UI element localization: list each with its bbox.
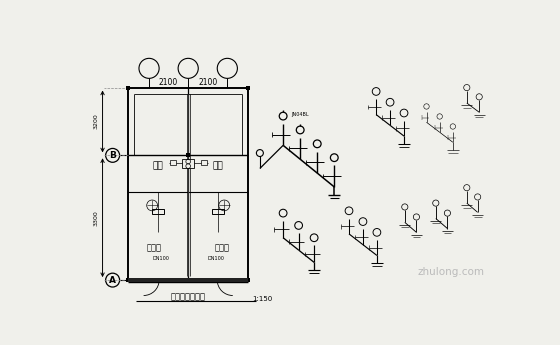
Bar (128, 278, 248, 283)
Text: 3300: 3300 (94, 210, 99, 226)
Bar (126, 278, 130, 282)
Bar (246, 278, 250, 282)
Circle shape (433, 200, 439, 206)
Circle shape (402, 204, 408, 210)
Bar (152, 209, 164, 214)
Circle shape (464, 185, 470, 191)
Text: DN100: DN100 (152, 256, 169, 261)
Circle shape (400, 109, 408, 117)
Circle shape (373, 228, 381, 236)
Text: A: A (109, 276, 116, 285)
Circle shape (386, 98, 394, 106)
Bar (182, 159, 194, 168)
Circle shape (476, 94, 482, 100)
Text: 厉房: 厉房 (153, 161, 164, 170)
Circle shape (359, 218, 367, 225)
Text: DN100: DN100 (207, 256, 224, 261)
Circle shape (330, 154, 338, 161)
Circle shape (437, 114, 442, 119)
Text: zhulong.com: zhulong.com (418, 267, 485, 277)
Text: 厉房卫生间详图: 厉房卫生间详图 (171, 293, 206, 302)
Circle shape (314, 140, 321, 148)
Text: 厉房: 厉房 (213, 161, 223, 170)
Bar (126, 86, 130, 89)
Text: 3200: 3200 (94, 114, 99, 129)
Circle shape (413, 214, 419, 220)
Text: 1:150: 1:150 (252, 296, 272, 302)
Text: B: B (109, 151, 116, 160)
Bar (170, 160, 176, 165)
Bar (128, 88, 248, 280)
Circle shape (256, 150, 263, 157)
Bar (212, 209, 225, 214)
Bar (200, 160, 207, 165)
Bar (186, 154, 190, 157)
Circle shape (450, 124, 456, 129)
Bar (246, 86, 250, 89)
Circle shape (424, 104, 429, 109)
Text: 2100: 2100 (159, 78, 178, 88)
Circle shape (295, 221, 302, 229)
Circle shape (444, 210, 451, 216)
Circle shape (345, 207, 353, 215)
Text: 卫生间: 卫生间 (147, 243, 162, 252)
Circle shape (474, 194, 480, 200)
Text: 2100: 2100 (198, 78, 217, 88)
Circle shape (310, 234, 318, 242)
Text: JN04BL: JN04BL (291, 112, 309, 117)
Circle shape (464, 85, 470, 91)
Circle shape (279, 209, 287, 217)
Text: 卫生间: 卫生间 (214, 243, 230, 252)
Circle shape (296, 126, 304, 134)
Circle shape (279, 112, 287, 120)
Circle shape (372, 88, 380, 95)
